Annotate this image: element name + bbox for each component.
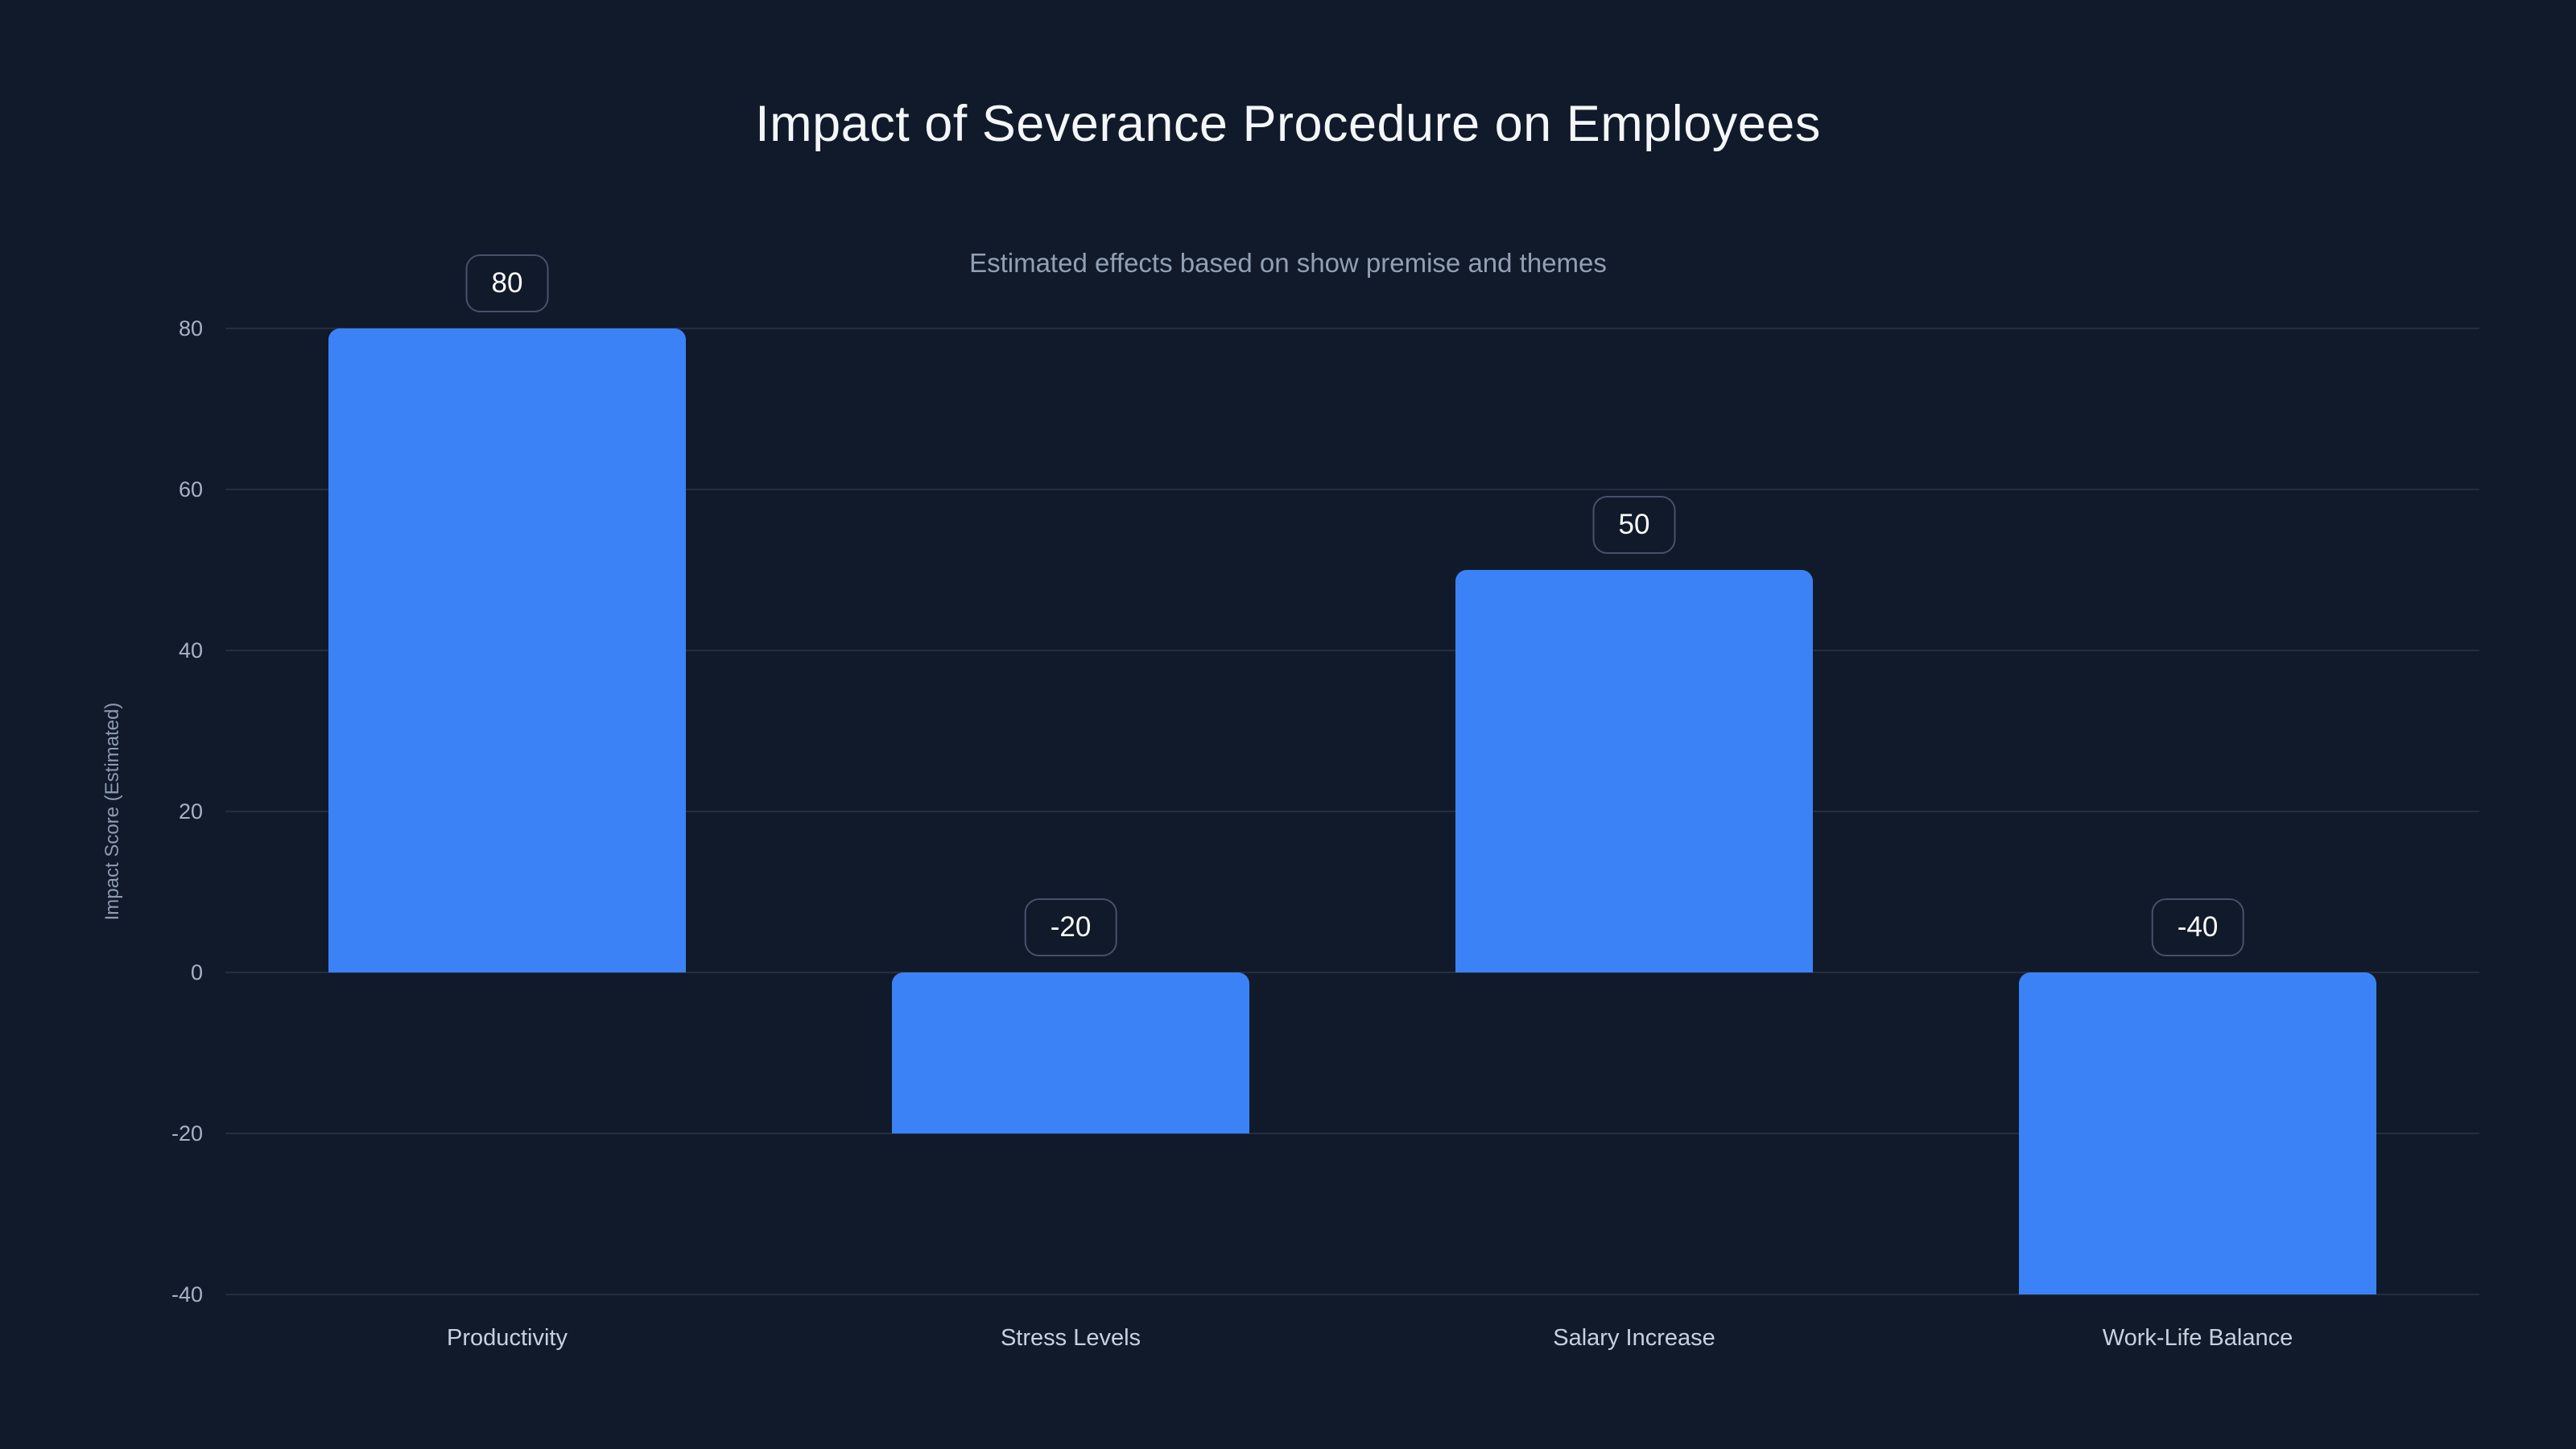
x-category-label-salary-increase: Salary Increase [1553, 1325, 1715, 1351]
gridline-60 [225, 489, 2479, 490]
x-category-label-stress-levels: Stress Levels [1000, 1325, 1141, 1351]
gridline-0 [225, 972, 2479, 973]
gridline-40 [225, 650, 2479, 651]
gridline--20 [225, 1133, 2479, 1134]
gridline--40 [225, 1294, 2479, 1295]
bar-salary-increase[interactable] [1455, 570, 1813, 972]
x-category-label-productivity: Productivity [447, 1325, 568, 1351]
bar-work-life-balance[interactable] [2019, 972, 2376, 1294]
bar-productivity[interactable] [328, 328, 686, 972]
chart-subtitle: Estimated effects based on show premise … [969, 248, 1607, 278]
value-badge-stress-levels: -20 [1024, 898, 1117, 956]
x-category-label-work-life-balance: Work-Life Balance [2102, 1325, 2293, 1351]
gridline-20 [225, 811, 2479, 812]
chart-title: Impact of Severance Procedure on Employe… [755, 96, 1821, 152]
y-tick-label--20: -20 [171, 1121, 203, 1146]
y-tick-label-0: 0 [190, 960, 203, 985]
bar-stress-levels[interactable] [892, 972, 1249, 1133]
y-tick-label-40: 40 [178, 638, 203, 663]
gridline-80 [225, 328, 2479, 329]
value-badge-work-life-balance: -40 [2151, 898, 2244, 956]
y-tick-label-20: 20 [178, 799, 203, 824]
y-tick-label--40: -40 [171, 1282, 203, 1307]
y-tick-label-60: 60 [178, 477, 203, 502]
value-badge-productivity: 80 [465, 254, 549, 312]
y-tick-label-80: 80 [178, 316, 203, 341]
value-badge-salary-increase: 50 [1592, 496, 1676, 554]
